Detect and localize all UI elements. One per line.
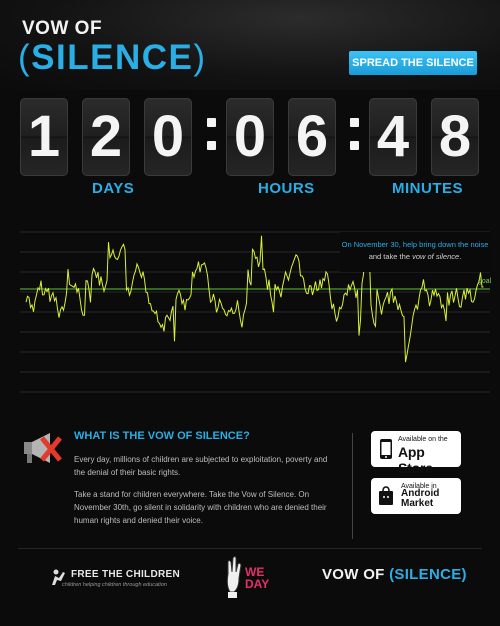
digit-hours-2: 6 [288, 98, 336, 176]
app-store-small-text: Available on the [398, 436, 448, 443]
android-small-text: Available in [401, 483, 437, 490]
free-the-children-icon [52, 569, 65, 585]
android-big-text: Android Market [401, 488, 440, 509]
digit-days-3: 0 [144, 98, 192, 176]
spread-the-silence-button[interactable]: SPREAD THE SILENCE [349, 51, 477, 75]
countdown-clock: 1 2 0 0 6 4 8 [20, 98, 480, 178]
logo-silence: (SILENCE) [18, 38, 207, 77]
noise-graph: goal [20, 220, 492, 405]
vertical-divider [352, 433, 353, 539]
free-the-children-logo[interactable]: FREE THE CHILDREN [71, 569, 180, 580]
footer-divider [18, 548, 482, 549]
android-market-button[interactable]: Available in Android Market [371, 478, 461, 514]
logo-vow-of: VOW OF [22, 18, 103, 39]
november-callout: On November 30, help bring down the nois… [340, 232, 490, 272]
we-day-hand-logo-icon[interactable] [222, 554, 268, 602]
megaphone-muted-icon [24, 433, 62, 463]
app-store-button[interactable]: Available on the App Store [371, 431, 461, 476]
colon-separator [207, 118, 217, 158]
info-paragraph-2: Take a stand for children everywhere. Ta… [74, 490, 327, 525]
hours-label: HOURS [258, 180, 315, 197]
info-title: WHAT IS THE VOW OF SILENCE? [74, 430, 250, 442]
noise-waveform-chart [20, 231, 490, 393]
days-label: DAYS [92, 180, 135, 197]
header [0, 0, 500, 90]
digit-days-2: 2 [82, 98, 130, 176]
digit-minutes-1: 4 [369, 98, 417, 176]
minutes-label: MINUTES [392, 180, 463, 197]
info-paragraph-1: Every day, millions of children are subj… [74, 455, 328, 477]
goal-label: goal [478, 278, 492, 285]
android-market-bag-icon [379, 486, 393, 505]
iphone-icon [380, 439, 392, 459]
we-day-logo-text: WE DAY [245, 565, 270, 591]
digit-hours-1: 0 [226, 98, 274, 176]
colon-separator [350, 118, 360, 158]
digit-days-1: 1 [20, 98, 68, 176]
noise-waveform-line [25, 235, 484, 363]
digit-minutes-2: 8 [431, 98, 479, 176]
vow-of-silence-footer-logo[interactable]: VOW OF (SILENCE) [322, 566, 467, 583]
free-the-children-tagline: children helping children through educat… [62, 582, 167, 588]
app-store-big-text: App Store [398, 444, 433, 476]
